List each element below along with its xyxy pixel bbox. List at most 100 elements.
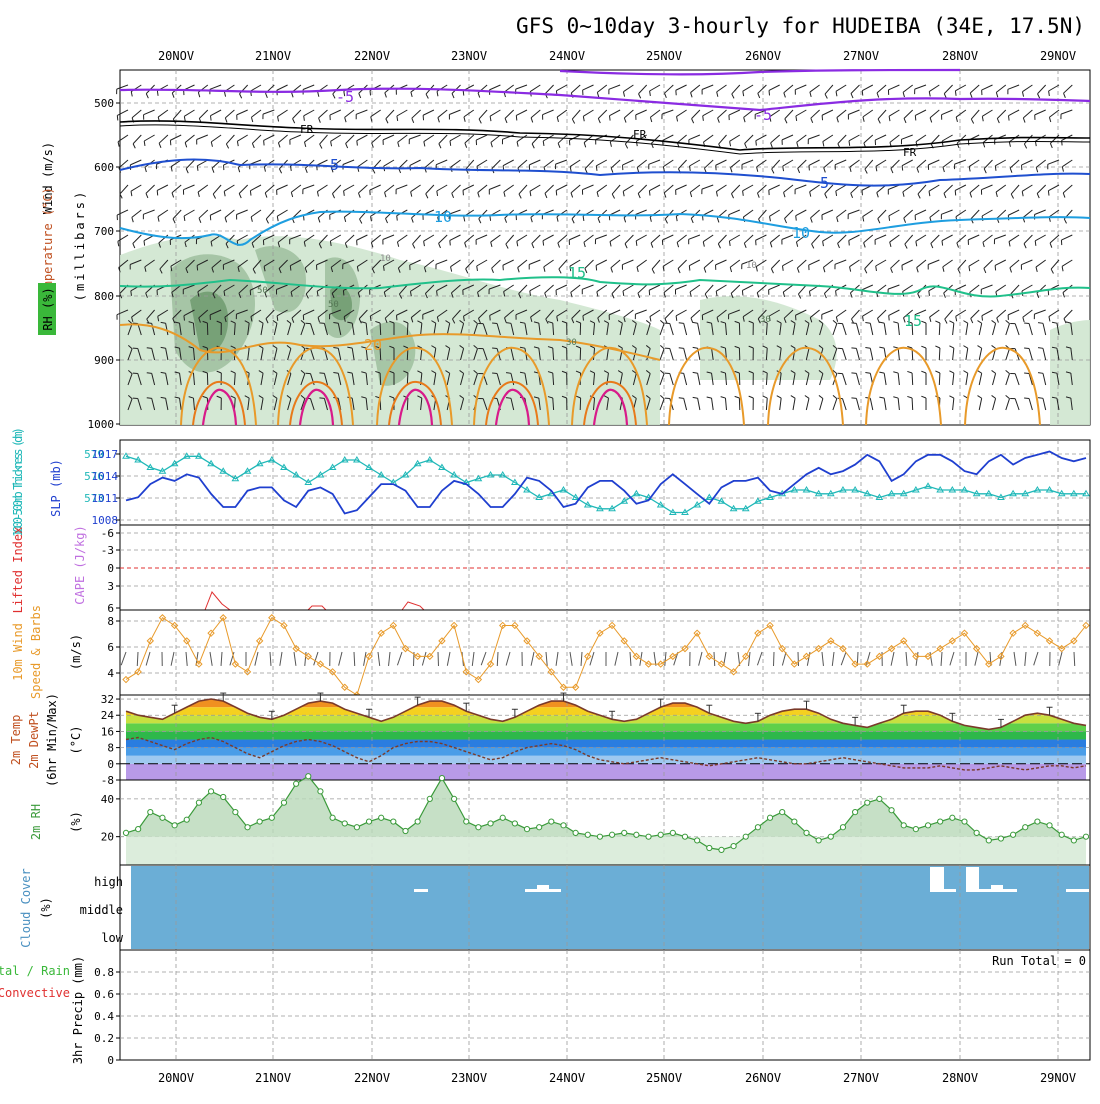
tick-label: 6 [107,641,114,654]
wind-barb-flag [304,116,305,121]
wind-barb-flag [157,91,158,96]
wind-barb-flag [264,140,265,145]
wind-barb-flag [1038,348,1043,349]
label-dewpt2m: 2m DewPt [27,711,41,769]
tick-label: 24 [101,709,115,722]
wind-barb-flag [995,265,996,270]
temp-band [120,748,1090,756]
rh-point [196,800,201,805]
rh-point [1083,834,1088,839]
wind-barb-flag [1035,241,1036,246]
tick-label: 600 [94,161,114,174]
rh-point [439,776,444,781]
label-rh-50-a: 50 [257,286,268,296]
wind-barb-flag [437,291,438,296]
cloud-gap [549,889,561,892]
wind-barb-flag [783,266,784,271]
rh-point [184,817,189,822]
wind-barb-flag [384,266,385,271]
rh-point [974,830,979,835]
rh-point [925,823,930,828]
day-label-top: 22NOV [354,49,390,63]
wind-barb-flag [742,290,743,295]
precip-frame [120,950,1090,1060]
rh-point [294,781,299,786]
label-fr-b: FR [633,128,647,141]
tick-label: 6 [107,602,114,615]
tick-label: 32 [101,693,114,706]
rh-point [828,834,833,839]
label-rh-50-b: 50 [328,300,339,310]
wind-barb-flag [1038,323,1043,324]
wind-barb-flag [319,373,324,374]
day-label-bottom: 28NOV [942,1071,978,1085]
cloud-panel: high middle low [80,865,1090,950]
wind-barb-flag [849,240,850,245]
day-label-bottom: 23NOV [451,1071,487,1085]
temp-band [120,723,1090,731]
wind-barb-flag [530,291,531,296]
wind-barb-flag [955,91,956,96]
wind-barb-flag [679,323,684,324]
label-thickness: 1000-500mb Thickness (dm) [11,427,25,537]
rh-point [609,832,614,837]
cloud-gap [414,889,428,892]
cloud-gap [525,889,537,892]
wind-barb [912,398,913,410]
tick-label: -6 [101,527,114,540]
rh-point [257,819,262,824]
label-precip-total: Total / Rain [0,964,70,978]
tick-label: 1000 [88,418,115,431]
label-rh: RH (%) [41,287,55,330]
rh-point [342,821,347,826]
day-label-top: 24NOV [549,49,585,63]
wind-barb-flag [118,142,119,147]
wind-barb-flag [543,241,544,246]
wind-barb-flag [769,90,770,95]
rh-point [354,825,359,830]
wind-barb-flag [1062,140,1063,145]
label-small-10-a: 10 [380,254,391,264]
wind10m-frame [120,610,1090,695]
cloud-gap [1066,889,1089,892]
label-rh2m: 2m RH [29,804,43,840]
temp-band [120,756,1090,764]
wind-barb-flag [490,315,491,320]
rh-point [622,830,627,835]
wind-barb [939,348,940,360]
wind-barb-flag [851,323,856,324]
precip-panel: 0.80.60.40.20 Run Total = 0 [94,950,1090,1067]
label-10-b: 10 [792,224,810,242]
rh-point [950,815,955,820]
wind-barb-flag [679,398,684,399]
rh-point [330,815,335,820]
rh-point [792,819,797,824]
tick-label: 0 [107,758,114,771]
wind-barb-flag [184,316,185,321]
cloud-fill [131,866,1089,949]
wind-barb-flag [344,191,345,196]
wind-barb-flag [583,316,584,321]
wind-barb-flag [915,115,916,120]
wind-barb-flag [147,323,152,324]
wind-barb [939,323,940,335]
wind-barb-flag [117,115,118,120]
cloud-gap [991,885,1003,892]
label-temp2m: 2m Temp [9,715,23,766]
cloud-level-middle: middle [80,903,123,917]
cloud-gap [930,867,944,892]
rh-point [561,823,566,828]
day-label-top: 29NOV [1040,49,1076,63]
wind-barb-flag [689,266,690,271]
rh-point [269,815,274,820]
label-pressure: (millibars) [73,189,87,301]
wind-barb-flag [277,316,278,321]
rh-point [245,825,250,830]
rh-point [707,845,712,850]
rh-point [865,800,870,805]
day-label-top: 27NOV [843,49,879,63]
day-label-bottom: 29NOV [1040,1071,1076,1085]
